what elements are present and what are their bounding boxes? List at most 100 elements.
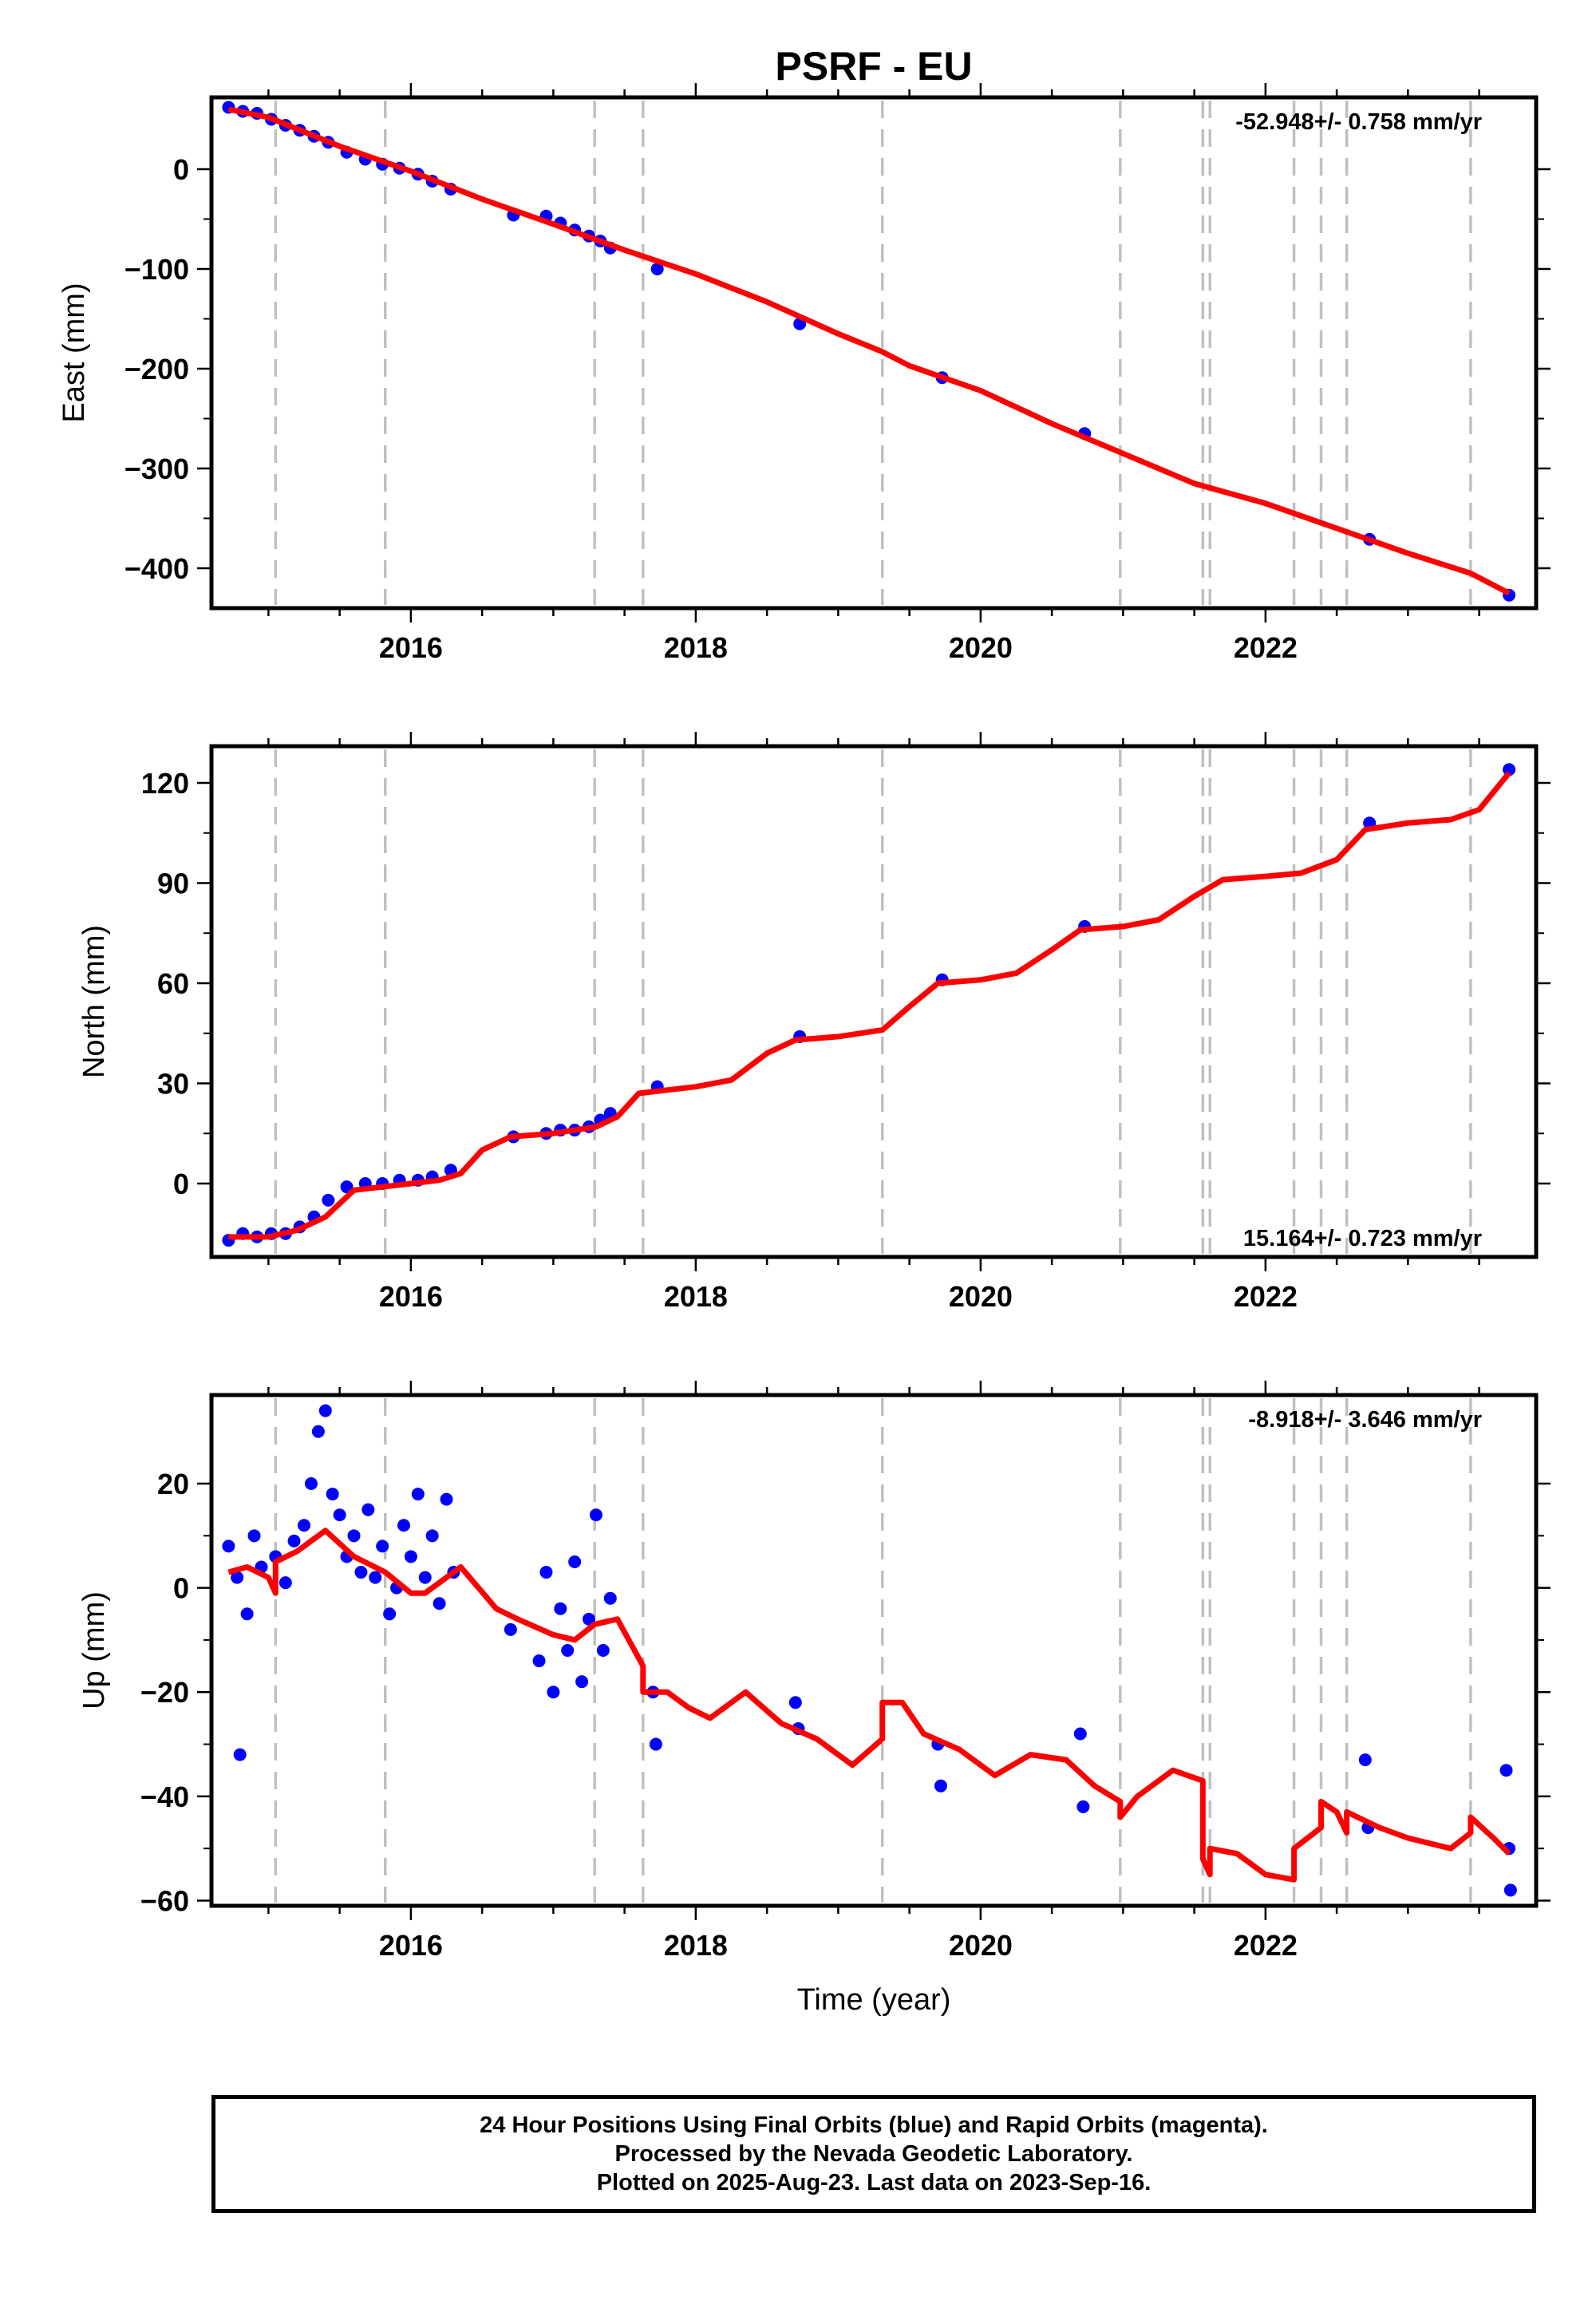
north-x-tick-label-3: 2022 (1234, 1280, 1298, 1313)
east-x-tick-label-3: 2022 (1234, 631, 1298, 664)
up-data-point (649, 1737, 662, 1751)
up-panel: 2016 2018 2020 2022 20 0 −20 −40 −60 -8.918+/- 3.… (77, 1381, 1551, 1962)
up-data-point (347, 1529, 361, 1543)
east-y-tick-label-1: −100 (124, 253, 189, 286)
east-y-tick-label-4: −400 (124, 552, 189, 585)
up-data-point (404, 1550, 417, 1563)
up-y-tick-label-2: −20 (140, 1676, 189, 1709)
up-data-layer (222, 1404, 1517, 1897)
up-data-point (318, 1404, 332, 1417)
up-data-point (298, 1519, 311, 1532)
up-data-point (247, 1529, 261, 1543)
up-x-tick-label-1: 2018 (664, 1929, 728, 1962)
north-plot-frame (209, 744, 1539, 1259)
up-data-point (1503, 1883, 1517, 1897)
up-data-point (547, 1686, 560, 1699)
east-y-tick-label-3: −300 (124, 453, 189, 485)
chart-title: PSRF - EU (775, 44, 972, 89)
east-plot-frame (209, 95, 1539, 611)
up-model-line (227, 1528, 1511, 1883)
up-data-point (532, 1654, 546, 1668)
up-y-tick-label-1: 0 (173, 1572, 189, 1605)
north-model-line (228, 771, 1511, 1240)
east-data-point (650, 263, 664, 275)
up-data-point (240, 1607, 254, 1621)
north-x-tick-label-0: 2016 (379, 1280, 443, 1313)
up-data-point (279, 1576, 292, 1590)
up-x-tick-label-0: 2016 (379, 1929, 443, 1962)
east-y-tick-label-2: −200 (124, 353, 189, 385)
north-y-tick-label-4: 120 (141, 767, 189, 800)
up-data-point (788, 1696, 802, 1709)
up-data-point (376, 1539, 389, 1553)
up-data-point (1073, 1727, 1087, 1741)
north-data-layer (222, 763, 1516, 1247)
up-data-point (418, 1571, 432, 1584)
up-data-point (383, 1607, 397, 1621)
up-data-point (1499, 1764, 1513, 1777)
up-y-tick-label-0: 20 (157, 1468, 189, 1500)
north-y-tick-label-3: 90 (157, 868, 189, 900)
up-data-point (539, 1566, 553, 1579)
footer-line-2: Processed by the Nevada Geodetic Laborat… (614, 2141, 1133, 2167)
east-x-tick-label-1: 2018 (664, 631, 728, 664)
east-data-layer (222, 101, 1516, 602)
up-data-point (589, 1508, 602, 1522)
up-data-point (304, 1477, 318, 1491)
up-x-tick-label-2: 2020 (949, 1929, 1013, 1962)
up-data-point (354, 1566, 368, 1579)
up-data-point (1077, 1800, 1090, 1813)
up-plot-frame (209, 1393, 1539, 1908)
up-data-point (231, 1571, 244, 1584)
north-y-tick-label-2: 60 (157, 967, 189, 1000)
up-data-point (603, 1591, 617, 1605)
up-data-point (222, 1539, 235, 1553)
up-data-point (333, 1508, 346, 1522)
north-y-axis-label: North (mm) (77, 925, 111, 1078)
up-data-point (425, 1529, 439, 1543)
up-data-point (361, 1503, 375, 1516)
east-x-tick-label-0: 2016 (379, 631, 443, 664)
up-data-point (433, 1597, 446, 1611)
east-y-axis-label: East (mm) (57, 283, 91, 422)
up-y-tick-label-3: −40 (140, 1780, 189, 1813)
footer-line-1: 24 Hour Positions Using Final Orbits (bl… (480, 2112, 1268, 2138)
east-y-tick-label-0: 0 (173, 153, 189, 186)
east-model-line (227, 106, 1511, 596)
up-y-tick-label-4: −60 (140, 1884, 189, 1917)
up-data-point (568, 1555, 582, 1568)
up-data-point (287, 1534, 301, 1547)
north-x-tick-label-1: 2018 (664, 1280, 728, 1313)
up-data-point (596, 1644, 610, 1657)
footer-line-3: Plotted on 2025-Aug-23. Last data on 202… (596, 2170, 1152, 2195)
north-y-tick-label-1: 30 (157, 1067, 189, 1100)
east-rate-label: -52.948+/- 0.758 mm/yr (1235, 109, 1482, 135)
up-data-point (311, 1425, 325, 1438)
up-y-axis-label: Up (mm) (77, 1591, 111, 1709)
up-data-point (504, 1622, 517, 1636)
north-panel: 2016 2018 2020 2022 0 30 60 90 120 15.164+/- 0.72… (77, 732, 1551, 1313)
up-data-point (326, 1488, 339, 1501)
up-x-tick-label-3: 2022 (1234, 1929, 1298, 1962)
north-y-tick-label-0: 0 (173, 1168, 189, 1200)
up-data-point (561, 1644, 575, 1657)
east-panel: 2016 2018 2020 2022 0 −100 −200 −300 −400 -52.948… (57, 83, 1551, 664)
north-x-tick-label-2: 2020 (949, 1280, 1013, 1313)
up-data-point (583, 1612, 596, 1626)
up-data-point (233, 1748, 247, 1761)
x-axis-label: Time (year) (797, 1983, 951, 2017)
footer-box: 24 Hour Positions Using Final Orbits (bl… (211, 2095, 1536, 2213)
up-rate-label: -8.918+/- 3.646 mm/yr (1248, 1407, 1482, 1433)
up-data-point (934, 1779, 947, 1792)
up-data-point (575, 1675, 589, 1689)
up-data-point (369, 1571, 382, 1584)
north-rate-label: 15.164+/- 0.723 mm/yr (1243, 1226, 1482, 1251)
east-x-tick-label-2: 2020 (949, 631, 1013, 664)
up-data-point (440, 1492, 453, 1506)
up-data-point (397, 1519, 410, 1532)
up-data-point (554, 1602, 567, 1615)
up-data-point (1358, 1753, 1372, 1767)
north-data-point (322, 1193, 335, 1207)
up-data-point (411, 1488, 425, 1501)
